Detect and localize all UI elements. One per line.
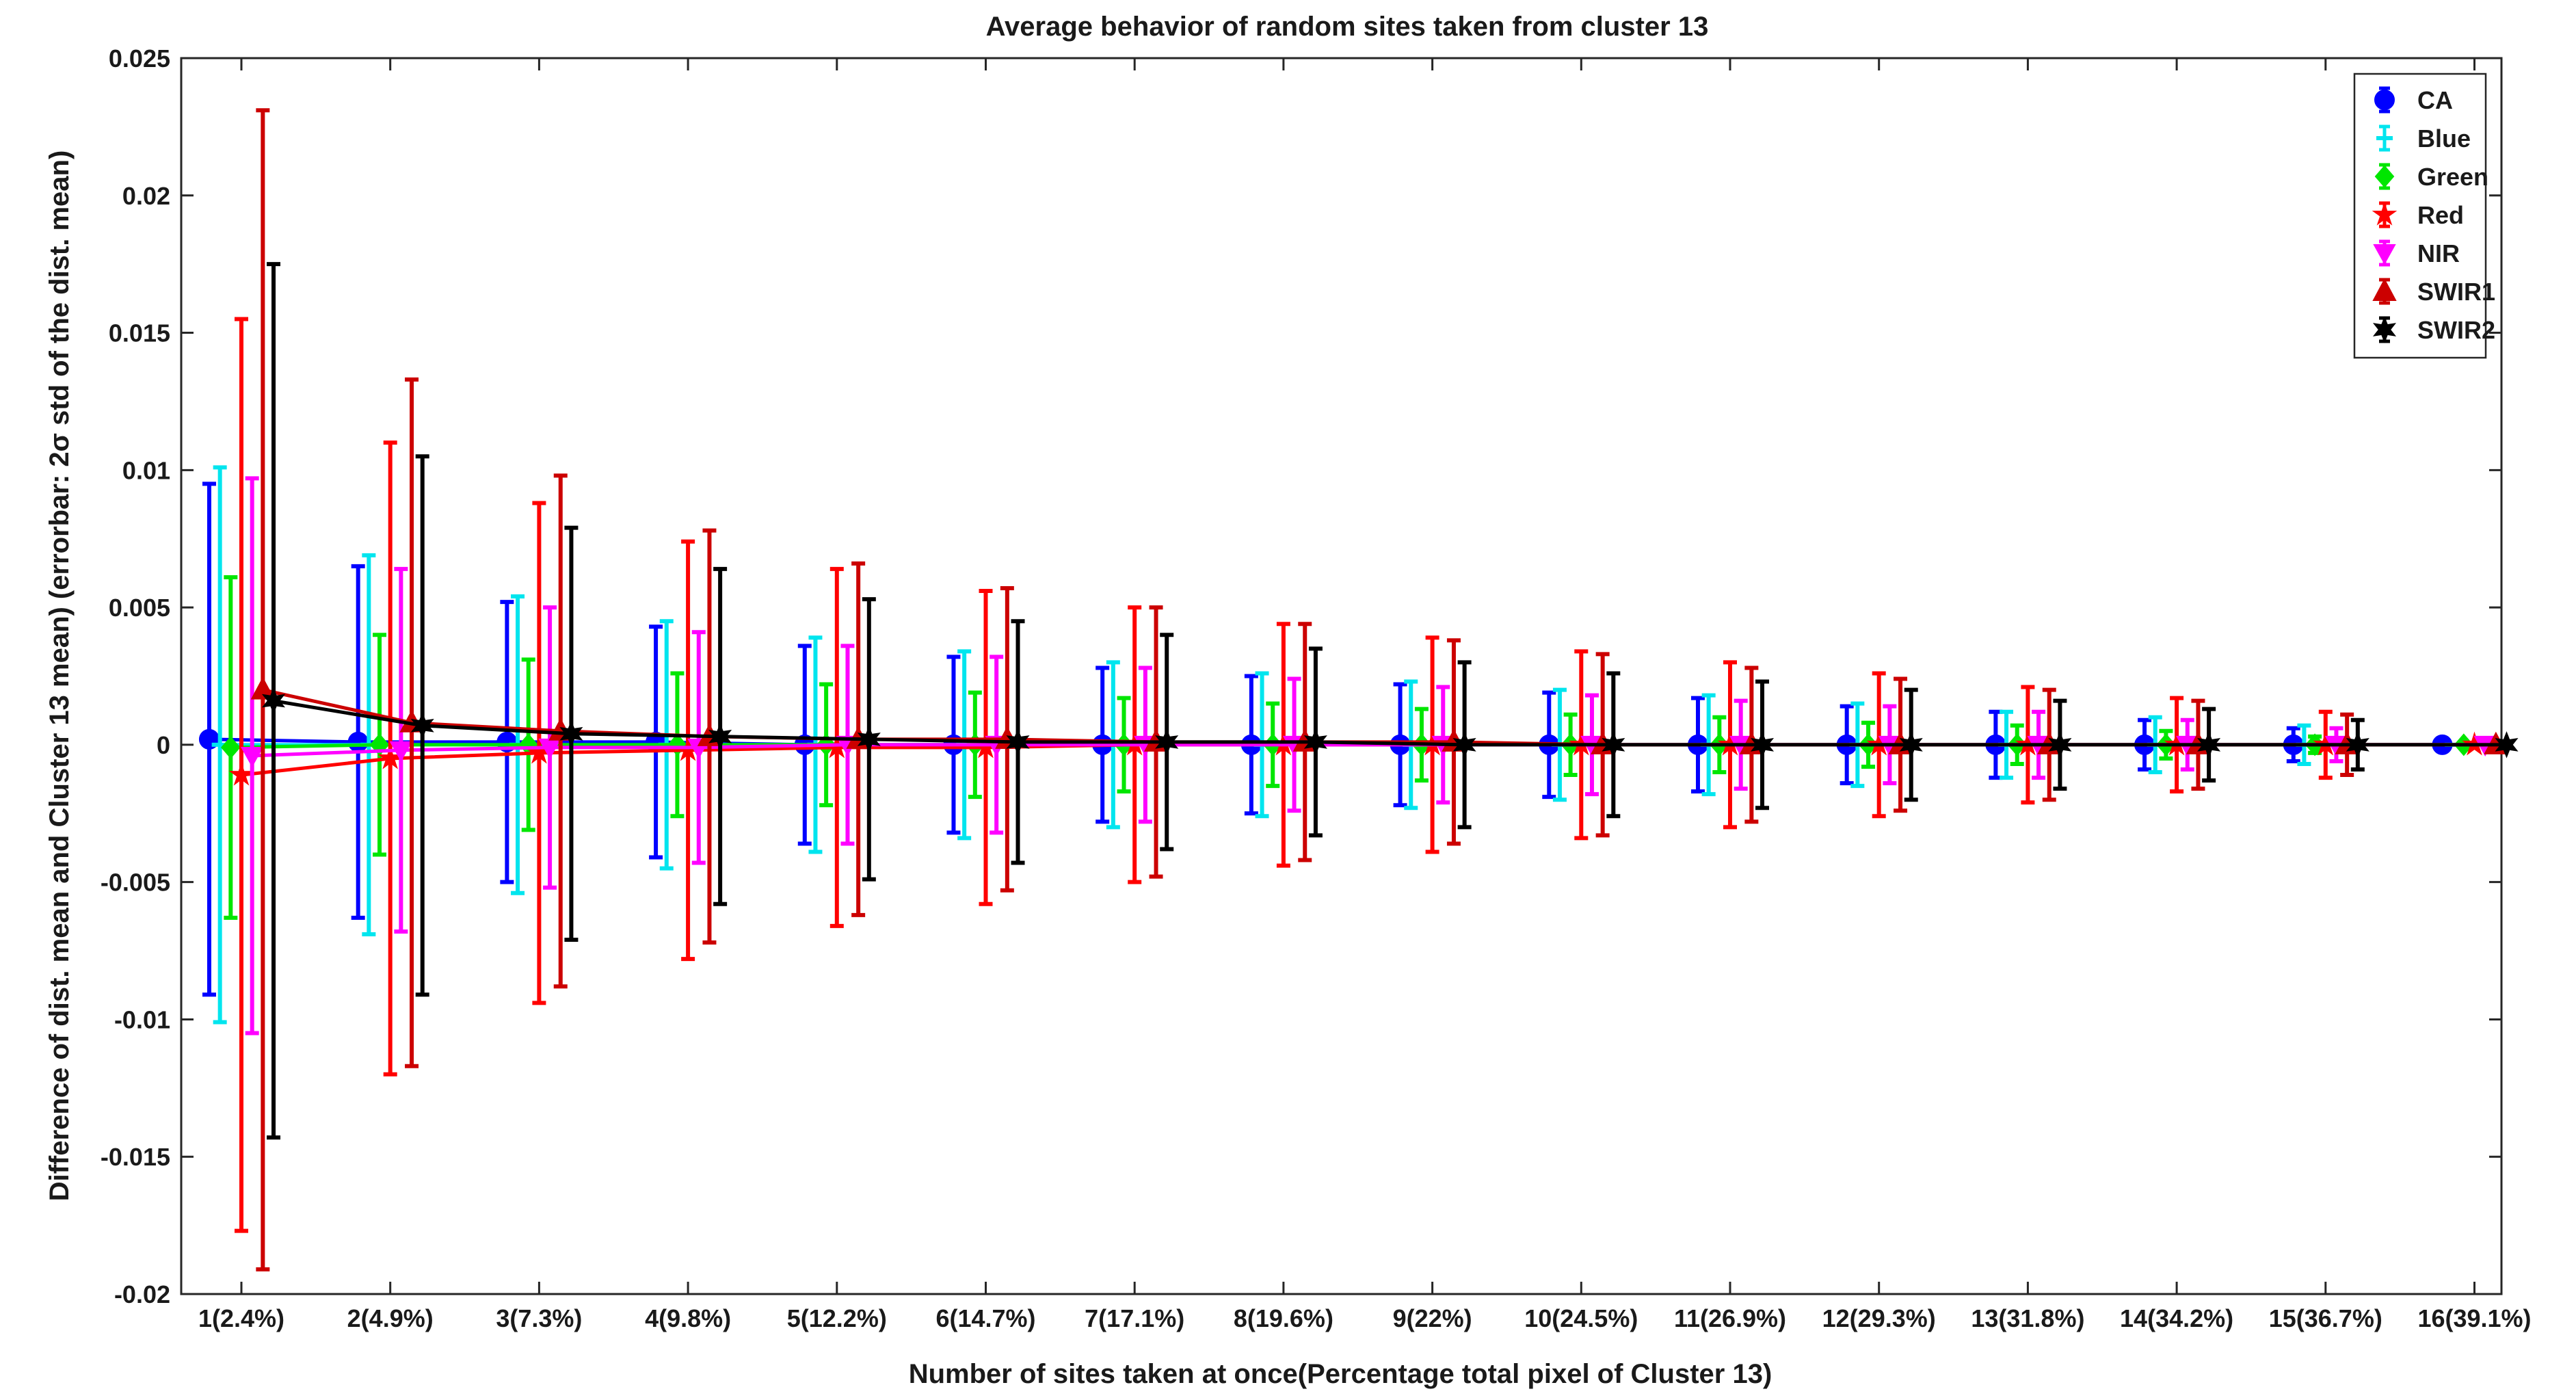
data-point-swir2	[1602, 731, 1625, 759]
data-point-swir2	[2346, 731, 2369, 759]
y-tick-label: 0	[157, 731, 170, 759]
series-red	[228, 317, 2487, 1233]
series-layer	[198, 108, 2519, 1271]
legend-label-swir2: SWIR2	[2417, 316, 2495, 344]
y-axis: -0.02 -0.015 -0.01 -0.005 0 0.005 0.01 0.015 0.0…	[101, 44, 2501, 1308]
legend-marker-nir	[2373, 244, 2396, 265]
data-point-swir2	[2495, 731, 2519, 759]
data-point-swir2	[1006, 728, 1030, 756]
data-point-swir2	[1303, 728, 1327, 756]
y-tick-label: 0.005	[109, 594, 170, 622]
legend: CA Blue Green Red NIR SWIR1 SWIR2	[2353, 72, 2495, 359]
chart-title: Average behavior of random sites taken f…	[986, 12, 1709, 42]
data-point-swir2	[1899, 731, 1923, 759]
x-tick-label: 4(9.8%)	[645, 1304, 731, 1332]
data-point-swir2	[1452, 731, 1476, 759]
x-tick-label: 11(26.9%)	[1674, 1304, 1786, 1332]
data-point-swir2	[708, 723, 732, 750]
legend-marker-swir2	[2372, 316, 2397, 343]
data-point-swir1	[250, 676, 276, 700]
legend-marker-green	[2374, 165, 2395, 188]
y-tick-label: 0.02	[122, 182, 170, 210]
x-tick-label: 12(29.3%)	[1822, 1304, 1936, 1332]
legend-label-red: Red	[2417, 201, 2464, 229]
data-point-ca	[347, 731, 369, 752]
x-axis: 1(2.4%) 2(4.9%) 3(7.3%) 4(9.8%) 5(12.2%) 6(14…	[198, 58, 2532, 1332]
legend-label-ca: CA	[2417, 86, 2453, 114]
data-point-red	[228, 761, 254, 786]
x-tick-label: 14(34.2%)	[2120, 1304, 2233, 1332]
y-tick-label: -0.02	[114, 1280, 170, 1308]
x-tick-label: 13(31.8%)	[1971, 1304, 2084, 1332]
x-tick-label: 7(17.1%)	[1085, 1304, 1184, 1332]
x-tick-label: 3(7.3%)	[496, 1304, 582, 1332]
x-tick-label: 16(39.1%)	[2417, 1304, 2531, 1332]
x-tick-label: 1(2.4%)	[198, 1304, 284, 1332]
x-tick-label: 10(24.5%)	[1524, 1304, 1638, 1332]
legend-box	[2353, 72, 2487, 359]
legend-marker-swir1	[2372, 278, 2397, 301]
y-axis-label: Difference of dist. mean and Cluster 13 …	[44, 150, 75, 1202]
x-tick-label: 5(12.2%)	[787, 1304, 887, 1332]
legend-label-nir: NIR	[2417, 239, 2460, 267]
data-point-swir2	[559, 720, 583, 748]
x-axis-label: Number of sites taken at once(Percentage…	[909, 1359, 1772, 1389]
data-point-swir2	[410, 712, 434, 739]
y-tick-label: 0.025	[109, 44, 170, 72]
x-tick-label: 2(4.9%)	[347, 1304, 434, 1332]
data-point-green	[221, 736, 241, 759]
plot-area	[180, 57, 2503, 1295]
data-point-swir2	[2048, 731, 2072, 759]
data-point-swir2	[2197, 731, 2221, 759]
y-tick-label: 0.01	[122, 456, 170, 484]
y-tick-label: -0.005	[101, 869, 170, 897]
data-point-nir	[389, 741, 413, 762]
legend-marker-ca	[2374, 90, 2395, 110]
legend-label-green: Green	[2417, 163, 2488, 191]
data-point-swir2	[261, 687, 286, 715]
x-tick-label: 8(19.6%)	[1234, 1304, 1333, 1332]
legend-label-blue: Blue	[2417, 124, 2471, 153]
legend-marker-red	[2372, 201, 2398, 226]
x-tick-label: 9(22%)	[1393, 1304, 1472, 1332]
series-swir2	[261, 262, 2519, 1140]
x-tick-label: 6(14.7%)	[935, 1304, 1035, 1332]
legend-label-swir1: SWIR1	[2417, 278, 2495, 306]
data-point-nir	[240, 746, 264, 768]
y-tick-label: 0.015	[109, 319, 170, 347]
data-point-swir2	[857, 726, 881, 753]
data-point-swir2	[1155, 728, 1179, 756]
x-tick-label: 15(36.7%)	[2269, 1304, 2382, 1332]
data-point-swir2	[1750, 731, 1775, 759]
y-tick-label: -0.015	[101, 1143, 170, 1171]
series-line-swir2	[273, 699, 2507, 747]
y-tick-label: -0.01	[114, 1005, 170, 1033]
